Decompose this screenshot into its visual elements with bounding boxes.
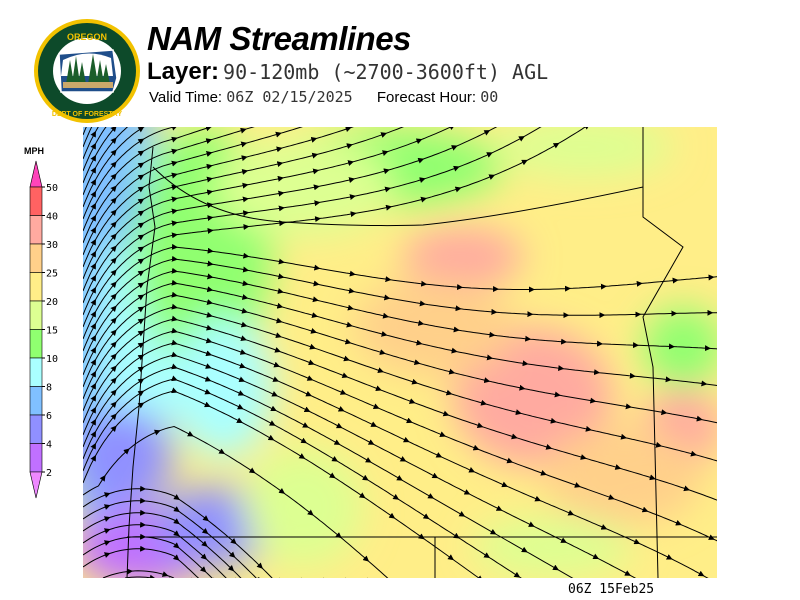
legend-tick: 30 — [46, 240, 58, 251]
wind-speed-area — [353, 277, 513, 377]
timestamp: 06Z 15Feb25 — [568, 582, 655, 597]
wind-map — [83, 127, 717, 578]
wind-speed-area — [493, 127, 673, 177]
streamline — [83, 127, 145, 208]
streamline — [83, 127, 117, 184]
legend-tick: 50 — [46, 183, 58, 194]
forecast-hour-label: Forecast Hour: — [376, 89, 477, 106]
wind-speed-area — [453, 327, 613, 467]
legend-swatch-40-50 — [29, 186, 43, 216]
legend-tick: 20 — [46, 297, 58, 308]
forecast-hour-value: 00 — [480, 88, 499, 106]
wind-speed-area — [543, 427, 703, 527]
streamline — [83, 127, 354, 268]
wind-speed-area — [213, 137, 393, 237]
legend-swatch-6-8 — [29, 386, 43, 416]
streamline — [83, 127, 587, 328]
legend-tick: 10 — [46, 354, 58, 365]
streamline — [83, 258, 717, 352]
layer-label: Layer: — [147, 58, 220, 85]
streamline — [83, 342, 709, 578]
legend-tick: 6 — [46, 411, 52, 422]
streamline — [83, 354, 637, 578]
streamline — [83, 246, 717, 340]
wind-speed-area — [473, 517, 633, 577]
streamline — [83, 127, 452, 292]
legend-swatch-15-20 — [29, 300, 43, 330]
streamline — [83, 127, 176, 220]
svg-text:DEPT OF FORESTRY: DEPT OF FORESTRY — [52, 111, 122, 118]
streamline — [83, 127, 405, 280]
wind-speed-area — [403, 227, 523, 287]
streamline — [102, 570, 175, 578]
legend-tick: 2 — [46, 468, 52, 479]
legend-swatch-above-50 — [29, 160, 43, 188]
legend-swatch-8-10 — [29, 357, 43, 387]
valid-time-line: Valid Time: 06Z 02/15/2025 Forecast Hour… — [149, 88, 498, 106]
legend-swatch-4-6 — [29, 414, 43, 444]
streamline — [83, 127, 129, 196]
legend-tick: 15 — [46, 326, 58, 337]
legend-tick: 8 — [46, 383, 52, 394]
color-legend: MPH 50 40 30 25 20 15 10 8 6 4 2 — [24, 146, 58, 499]
valid-time-value: 06Z 02/15/2025 — [226, 88, 353, 106]
legend-tick: 40 — [46, 212, 58, 223]
streamlines — [83, 127, 717, 578]
legend-swatch-25-30 — [29, 243, 43, 273]
layer-value: 90-120mb (~2700-3600ft) AGL — [223, 60, 549, 84]
streamline — [83, 488, 273, 578]
streamline — [124, 576, 155, 578]
legend-swatch-30-40 — [29, 215, 43, 245]
streamline — [83, 127, 99, 160]
svg-text:OREGON: OREGON — [67, 32, 107, 42]
streamline — [83, 318, 717, 501]
streamline — [83, 282, 717, 387]
legend-tick: 4 — [46, 440, 52, 451]
legend-swatch-2-4 — [29, 443, 43, 473]
page-title: NAM Streamlines — [147, 20, 411, 57]
legend-swatch-10-15 — [29, 329, 43, 359]
streamline — [83, 270, 717, 364]
streamline — [83, 127, 93, 148]
layer-line: Layer: 90-120mb (~2700-3600ft) AGL — [147, 58, 548, 86]
valid-time-label: Valid Time: — [149, 89, 223, 106]
legend-swatch-below-2 — [29, 471, 43, 499]
wind-speed-area — [83, 407, 173, 507]
legend-swatch-20-25 — [29, 272, 43, 302]
wind-speed-area — [173, 317, 273, 457]
oregon-department-of-forestry-logo: OREGON DEPT OF FORESTRY — [34, 19, 140, 123]
legend-tick: 25 — [46, 269, 58, 280]
streamline — [83, 127, 542, 316]
streamline — [83, 500, 257, 578]
legend-unit: MPH — [24, 146, 44, 156]
